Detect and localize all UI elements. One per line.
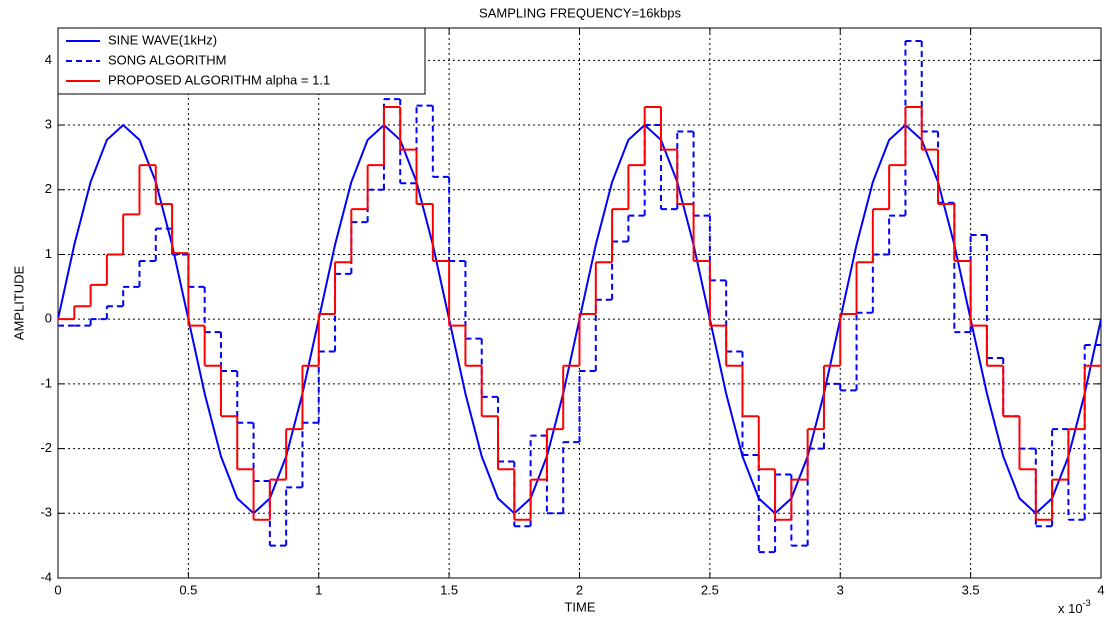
- y-tick-label: 1: [45, 246, 52, 261]
- x-multiplier: x 10-3: [1058, 598, 1091, 616]
- y-tick-label: 2: [45, 181, 52, 196]
- legend-label: SONG ALGORITHM: [108, 52, 226, 67]
- plot-frame: [57, 27, 1102, 579]
- x-tick-label: 0.5: [179, 582, 197, 597]
- y-tick-label: 0: [45, 311, 52, 326]
- y-tick-label: -3: [40, 505, 52, 520]
- plot-area: [58, 39, 1101, 554]
- legend-label: SINE WAVE(1kHz): [108, 32, 217, 47]
- x-tick-label: 4: [1097, 582, 1104, 597]
- legend-label: PROPOSED ALGORITHM alpha = 1.1: [108, 72, 330, 87]
- x-multiplier-base: x 10: [1058, 601, 1083, 616]
- y-axis-label: AMPLITUDE: [11, 265, 26, 340]
- y-tick-label: -2: [40, 440, 52, 455]
- y-tick-label: 3: [45, 116, 52, 131]
- x-tick-label: 1: [315, 582, 322, 597]
- legend: SINE WAVE(1kHz) SONG ALGORITHM PROPOSED AL…: [57, 27, 426, 95]
- x-tick-label: 3.5: [962, 582, 980, 597]
- x-tick-label: 3: [837, 582, 844, 597]
- legend-box: [57, 27, 426, 95]
- x-axis-label: TIME: [564, 599, 595, 614]
- y-tick-label: -1: [40, 375, 52, 390]
- chart-title: SAMPLING FREQUENCY=16kbps: [479, 5, 681, 20]
- y-tick-label: 4: [45, 52, 52, 67]
- x-tick-label: 2.5: [701, 582, 719, 597]
- x-tick-label: 2: [576, 582, 583, 597]
- x-tick-label: 0: [54, 582, 61, 597]
- x-tick-label: 1.5: [440, 582, 458, 597]
- y-tick-label: -4: [40, 569, 52, 584]
- x-multiplier-exponent: -3: [1083, 598, 1091, 608]
